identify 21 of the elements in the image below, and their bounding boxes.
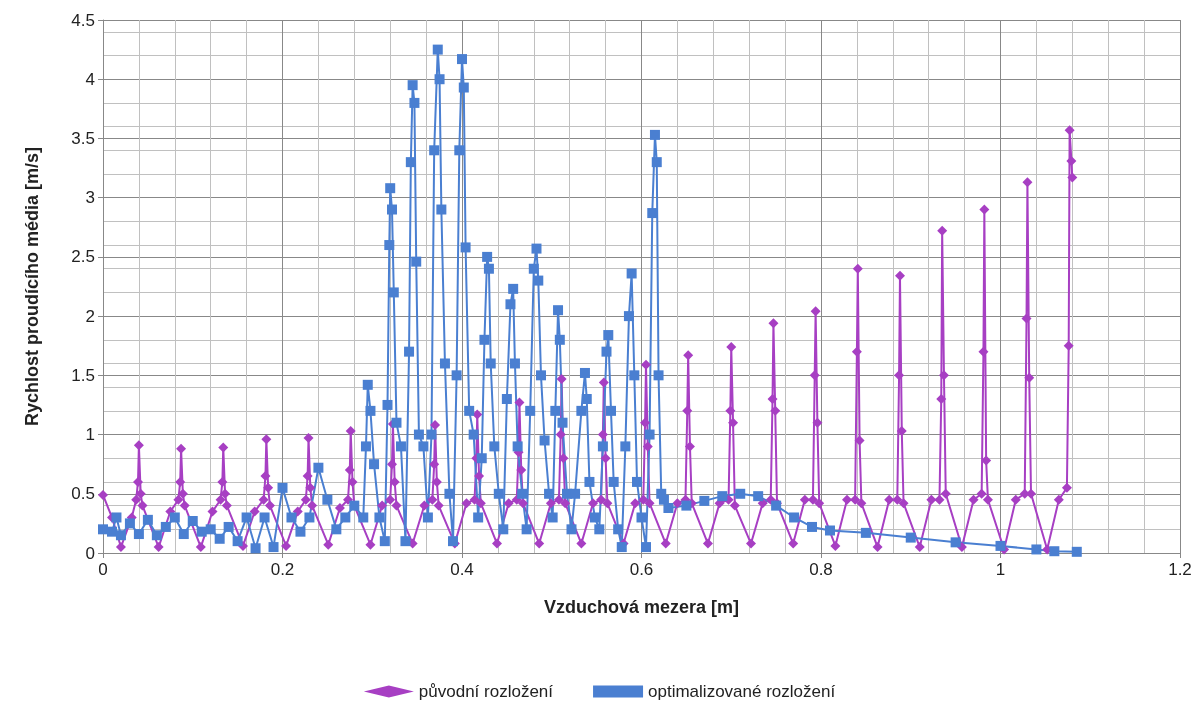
x-tick-label: 1: [995, 560, 1006, 579]
y-tick-label: 0: [85, 543, 95, 563]
x-tick-label: 1.2: [1168, 560, 1192, 579]
x-tick-label: 0.6: [629, 560, 654, 579]
y-tick-label: 0.5: [71, 484, 95, 504]
x-tick-label: 0.4: [450, 560, 474, 579]
x-axis-title: Vzduchová mezera [m]: [543, 597, 740, 617]
legend-label: původní rozložení: [418, 682, 554, 701]
y-tick-label: 2: [85, 306, 95, 326]
y-tick-label: 3.5: [71, 128, 95, 148]
x-tick-label: 0: [98, 560, 108, 579]
y-axis-title: Rychlost proudícího média [m/s]: [22, 146, 42, 427]
y-tick-label: 4.5: [71, 10, 95, 30]
legend-label: optimalizované rozložení: [648, 682, 836, 701]
y-tick-label: 1.5: [71, 365, 95, 385]
x-tick-label: 0.2: [270, 560, 295, 579]
y-tick-label: 1: [85, 425, 95, 445]
y-tick-label: 2.5: [71, 247, 95, 267]
y-tick-label: 3: [85, 188, 95, 208]
x-tick-label: 0.8: [809, 560, 833, 579]
y-tick-label: 4: [85, 69, 95, 89]
